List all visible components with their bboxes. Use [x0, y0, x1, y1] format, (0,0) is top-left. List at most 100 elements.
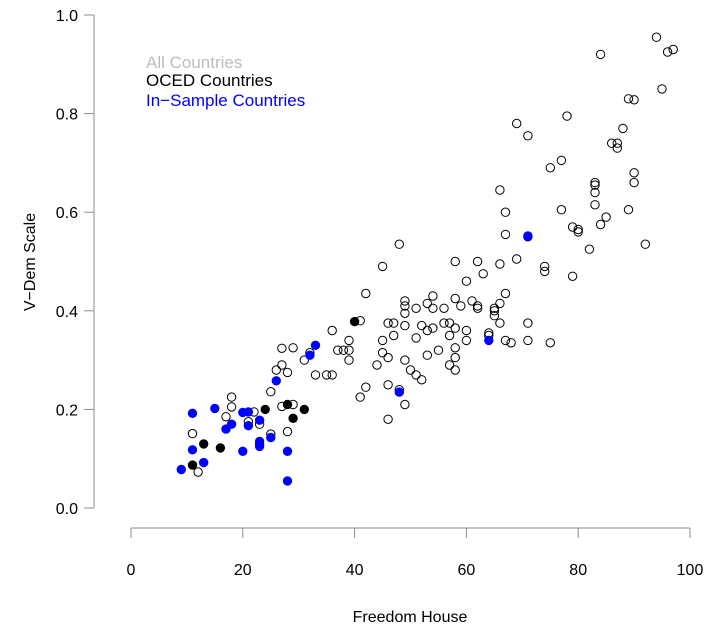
all-countries-point [573, 227, 583, 237]
all-countries-point [383, 352, 393, 363]
all-countries-point [523, 335, 533, 346]
all-countries-point [489, 311, 500, 321]
all-countries-point [450, 293, 460, 304]
all-countries-point [590, 200, 600, 210]
all-countries-point [500, 207, 511, 217]
all-countries-point [327, 370, 337, 380]
all-countries-point [422, 325, 432, 336]
all-countries-point [344, 335, 354, 346]
all-countries-point [383, 414, 393, 424]
all-countries-point [461, 325, 472, 336]
in-sample-point [282, 446, 293, 456]
all-countries-point [411, 370, 421, 380]
all-countries-point [495, 185, 505, 195]
all-countries-point [400, 301, 410, 311]
all-countries-point [595, 219, 606, 230]
all-countries-point [523, 318, 533, 328]
all-countries-point [506, 338, 516, 348]
all-countries-point [601, 212, 611, 222]
all-countries-point [495, 318, 505, 328]
y-tick-label: 0.2 [56, 402, 78, 419]
all-countries-point [277, 360, 287, 370]
oced-country-point [288, 413, 298, 423]
y-axis: 0.0 0.2 0.4 0.6 0.8 1.0 V−Dem Scale [22, 8, 95, 518]
all-countries-point [662, 47, 673, 57]
all-countries-point [299, 355, 309, 365]
in-sample-point [523, 231, 533, 241]
all-countries-point [400, 296, 410, 306]
in-sample-point [266, 432, 276, 443]
all-countries-point [556, 205, 567, 215]
in-sample-point [271, 376, 281, 386]
all-countries-point [333, 345, 343, 355]
all-countries-point [428, 291, 438, 301]
all-countries-point [472, 303, 483, 313]
all-countries-point [417, 375, 427, 385]
all-countries-point [428, 303, 438, 313]
all-countries-point [221, 412, 231, 422]
all-countries-point [450, 256, 460, 267]
legend-label-oced-countries: OCED Countries [146, 71, 273, 90]
all-countries-point [590, 177, 600, 188]
x-tick-label: 40 [346, 562, 364, 579]
all-countries-point [282, 367, 293, 378]
all-countries-point [618, 123, 628, 134]
all-countries-point [545, 338, 555, 348]
all-countries-point [226, 392, 237, 402]
all-countries-point [612, 138, 622, 148]
all-countries-point [472, 301, 483, 311]
all-countries-point [193, 467, 203, 477]
all-countries-point [439, 303, 449, 313]
all-countries-point [417, 320, 427, 331]
all-countries-point [562, 111, 572, 121]
x-tick-label: 100 [677, 562, 704, 579]
x-tick-label: 80 [569, 562, 587, 579]
y-tick-label: 0.6 [56, 205, 78, 222]
in-sample-point [310, 340, 321, 350]
oced-country-point [260, 404, 270, 415]
all-countries-point [372, 360, 382, 370]
all-countries-point [495, 259, 505, 269]
all-countries-point [489, 303, 500, 313]
all-countries-point [439, 318, 449, 328]
y-axis-title: V−Dem Scale [22, 213, 39, 311]
all-countries-point [405, 365, 416, 375]
in-sample-point [243, 421, 254, 431]
all-countries-point [433, 345, 444, 355]
all-countries-point [400, 320, 410, 331]
all-countries-point [668, 44, 678, 55]
in-sample-point [238, 446, 248, 456]
all-countries-point [282, 426, 293, 437]
all-countries-point [540, 266, 550, 277]
all-countries-point [461, 335, 472, 346]
all-countries-point [277, 343, 287, 353]
all-countries-point [344, 345, 354, 355]
in-sample-point [199, 457, 209, 468]
all-countries-point [400, 355, 410, 365]
all-countries-point [450, 343, 460, 353]
all-countries-point [657, 84, 667, 94]
all-countries-point [226, 402, 237, 412]
all-countries-point [495, 298, 505, 309]
all-countries-point [377, 261, 388, 272]
in-sample-point [210, 403, 220, 414]
all-countries-point [607, 138, 617, 148]
all-countries-point [338, 345, 349, 355]
oced-country-point [299, 404, 309, 415]
oced-country-point [199, 439, 209, 449]
all-countries-point [288, 343, 298, 353]
in-sample-point [254, 415, 265, 425]
oced-country-point [349, 316, 360, 327]
all-countries-point [590, 180, 600, 190]
in-sample-point [254, 441, 265, 452]
all-countries-point [444, 330, 455, 341]
all-countries-point [540, 261, 550, 272]
oced-country-point [215, 443, 226, 453]
in-sample-point [187, 408, 198, 418]
x-tick-label: 0 [127, 562, 136, 579]
oced-country-point [282, 399, 293, 410]
all-countries-point [389, 330, 399, 341]
all-countries-point [411, 333, 421, 343]
all-countries-point [629, 95, 639, 105]
